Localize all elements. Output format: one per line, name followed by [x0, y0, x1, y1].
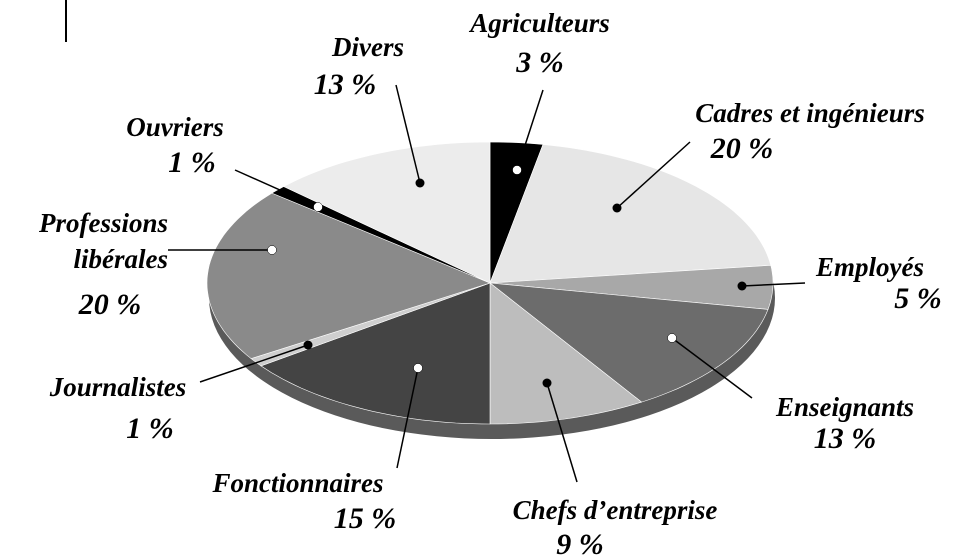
- pie-slice: [489, 282, 643, 425]
- slice-label: Divers: [332, 32, 404, 62]
- slice-value-label: 1 %: [126, 412, 174, 445]
- leader-dot: [542, 378, 552, 388]
- slice-value-label: 3 %: [516, 46, 564, 79]
- slice-label: Employés: [816, 252, 924, 282]
- slice-label: Ouvriers: [126, 112, 224, 142]
- leader-dot: [267, 245, 277, 255]
- leader-dot: [413, 363, 423, 373]
- leader-dot: [667, 333, 677, 343]
- slice-label: Agriculteurs: [470, 8, 610, 38]
- leader-line: [395, 84, 421, 184]
- leader-line: [234, 169, 319, 208]
- leader-line: [396, 367, 419, 469]
- slice-value-label: 20 %: [78, 288, 142, 321]
- leader-dot: [303, 340, 313, 350]
- slice-label: Enseignants: [775, 392, 915, 422]
- leader-line: [671, 337, 753, 399]
- leader-dot: [415, 178, 425, 188]
- leader-line: [741, 282, 806, 287]
- pie-slice: [489, 264, 774, 310]
- slice-value-label: 20 %: [710, 132, 774, 165]
- pie-slice: [283, 141, 491, 284]
- slice-label: Chefs d’entreprise: [512, 495, 718, 525]
- slice-value-label: 9 %: [556, 528, 604, 560]
- slice-value-label: 13 %: [813, 422, 877, 455]
- slice-label: Professions libérales: [38, 208, 168, 274]
- leader-line: [616, 141, 691, 209]
- leader-dot: [512, 165, 522, 175]
- slice-label: Fonctionnaires: [212, 468, 384, 498]
- slice-value-label: 5 %: [894, 282, 942, 315]
- pie-slice: [260, 282, 491, 425]
- slice-value-label: 15 %: [333, 502, 397, 535]
- slice-label: Journalistes: [49, 372, 187, 402]
- pie-slice: [489, 144, 772, 284]
- leader-dot: [313, 202, 323, 212]
- leader-line: [199, 344, 309, 383]
- slice-value-label: 1 %: [168, 146, 216, 179]
- pie-slice: [489, 282, 769, 403]
- slice-value-label: 13 %: [313, 68, 377, 101]
- slice-label: Cadres et ingénieurs: [695, 98, 925, 128]
- leader-line: [516, 89, 544, 171]
- leader-dot: [612, 203, 622, 213]
- leader-dot: [737, 281, 747, 291]
- leader-line: [546, 382, 578, 483]
- pie-slice: [206, 192, 491, 359]
